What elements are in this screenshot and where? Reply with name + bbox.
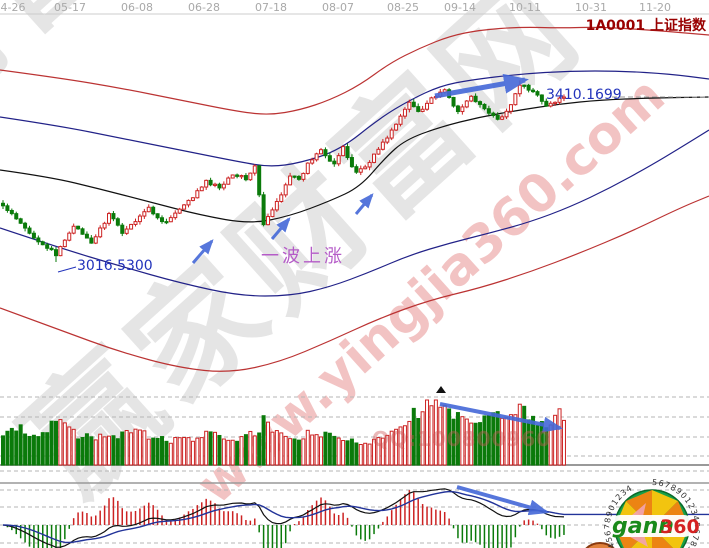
logo-band [609, 515, 695, 537]
annotation-arrow [434, 73, 529, 99]
date-label: 4-26 [0, 1, 26, 14]
date-label: 05-17 [54, 1, 86, 14]
low-label-leader [57, 266, 77, 273]
date-label: 10-11 [509, 1, 541, 14]
logo-gann-text: gann [612, 514, 674, 539]
date-label: 11-20 [639, 1, 671, 14]
date-label: 08-25 [387, 1, 419, 14]
band-lower-red [0, 195, 709, 372]
volume-bars [1, 399, 566, 466]
macd-dif-line [2, 488, 564, 548]
macd-histogram [6, 490, 565, 548]
annotation-arrow [191, 239, 214, 264]
date-label: 10-31 [575, 1, 607, 14]
partial-orange-logo [585, 542, 615, 548]
date-label: 08-07 [322, 1, 354, 14]
annotation-arrow [354, 193, 374, 215]
symbol-title: 1A0001 上证指数 [585, 18, 706, 34]
band-upper-red [0, 26, 709, 115]
macd-dea-line [2, 490, 709, 544]
watermark-qq: QQ:100800960 [372, 427, 552, 451]
date-label: 06-08 [121, 1, 153, 14]
band-upper-blue [0, 70, 709, 167]
band-mid-black [0, 96, 709, 223]
logo-360-text: 360 [660, 516, 700, 538]
date-label: 07-18 [255, 1, 287, 14]
peak-triangle-marker [436, 386, 446, 393]
annotation-low-price: 3016.5300 [77, 258, 153, 274]
date-label: 06-28 [188, 1, 220, 14]
date-label: 09-14 [444, 1, 476, 14]
annotation-arrow [456, 485, 550, 516]
annotation-rise-wave: 一波上涨 [261, 246, 345, 267]
annotation-arrow [439, 402, 564, 433]
band-lower-blue [0, 129, 709, 297]
annotation-last-price: 3410.1699 [546, 87, 622, 103]
annotation-arrow [270, 217, 291, 240]
gann360-logo: 5678901234567890123456789012345678901234… [603, 478, 700, 548]
